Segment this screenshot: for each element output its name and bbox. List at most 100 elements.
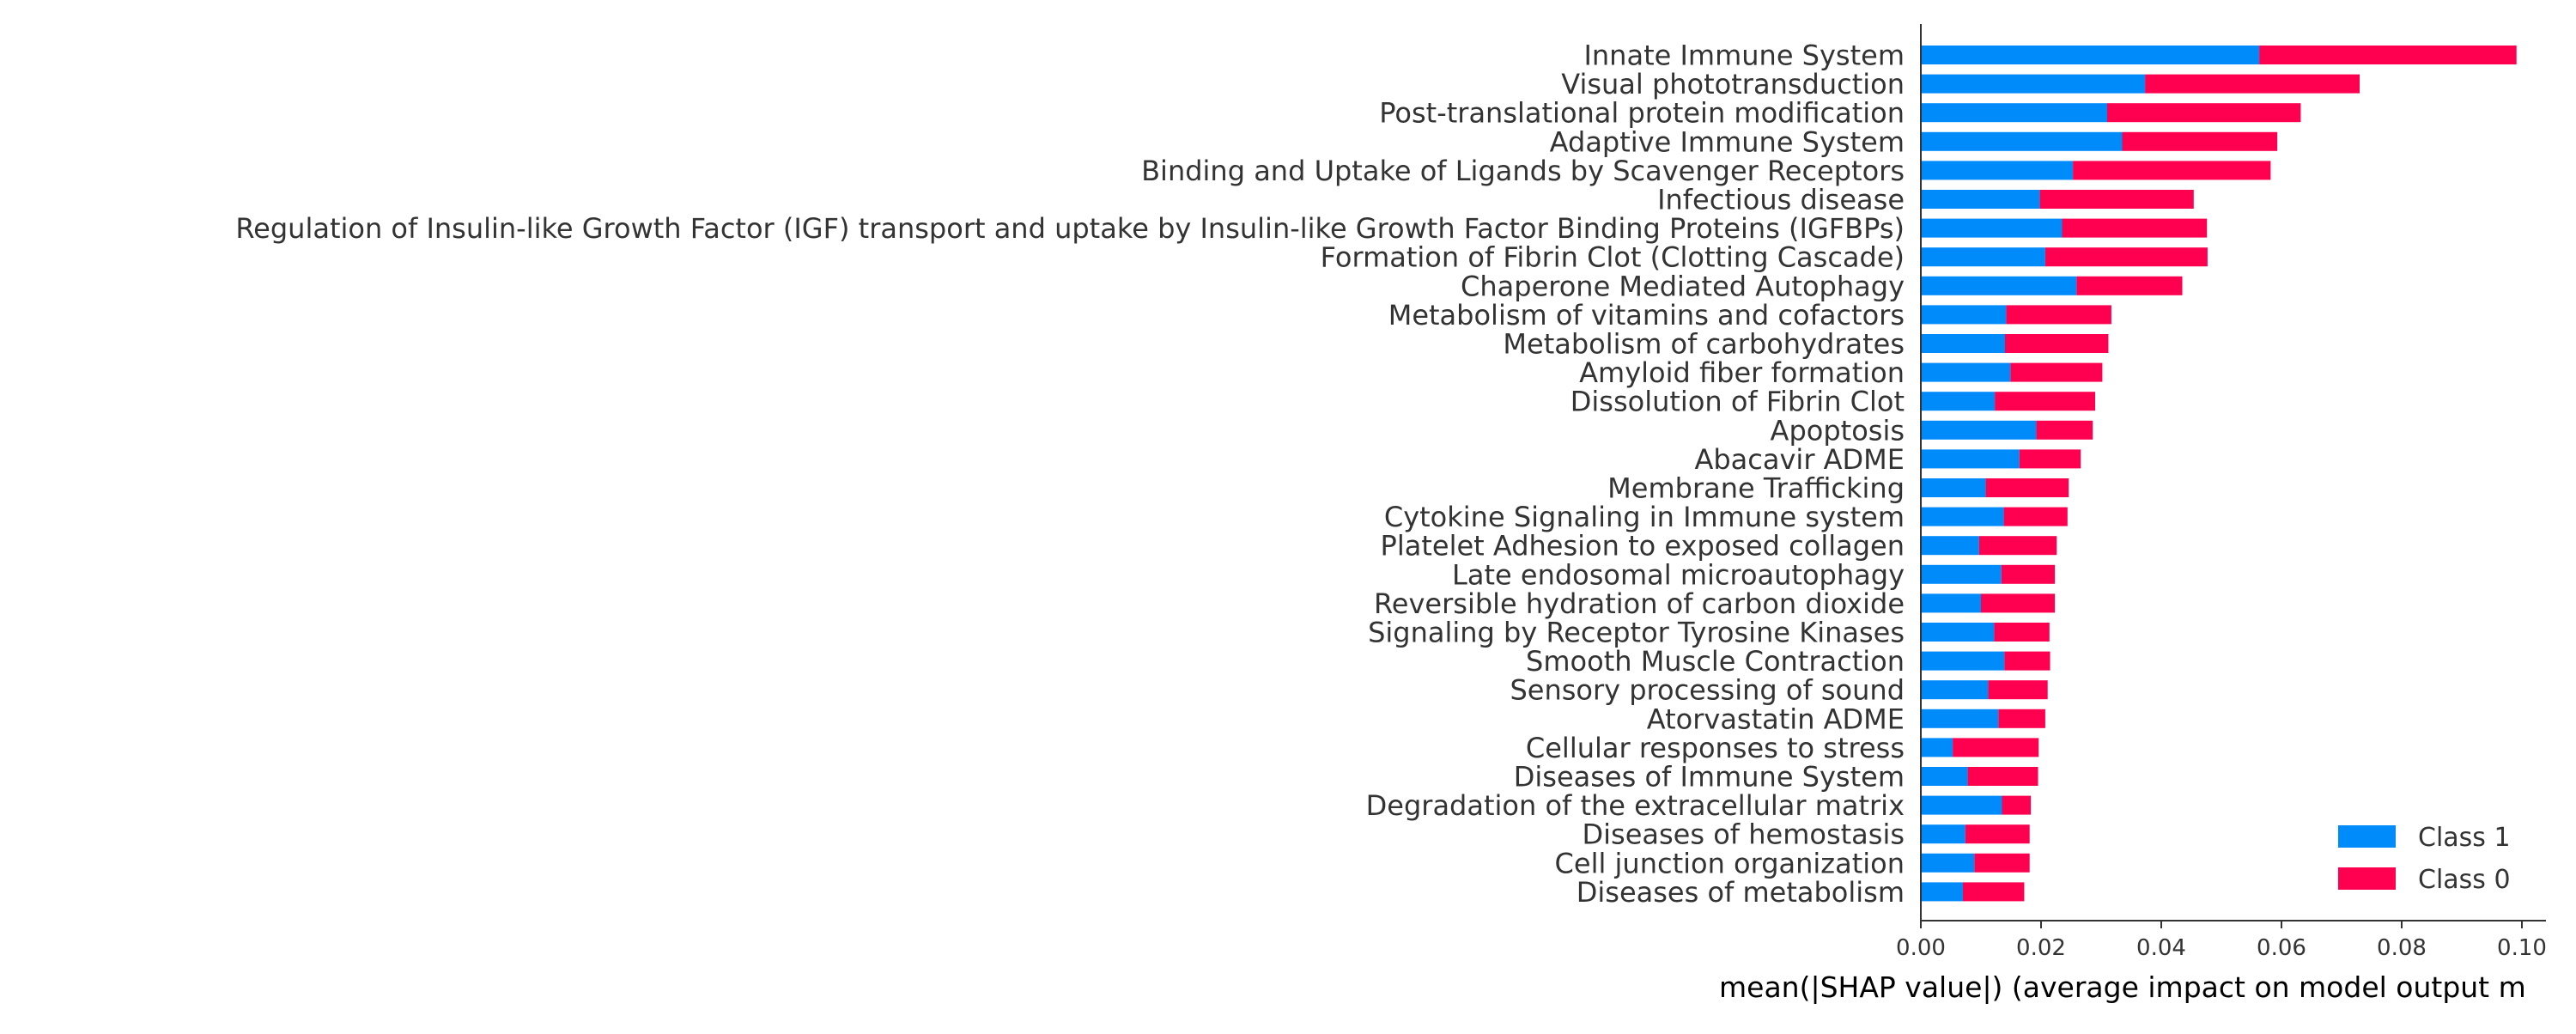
x-tick-label: 0.00 [1896,935,1946,961]
x-axis-label: mean(|SHAP value|) (average impact on mo… [1719,970,2526,1004]
bar-class-1 [1921,392,1996,411]
bar-class-0 [1994,623,2050,642]
bar-class-0 [1988,680,2048,700]
category-label: Cellular responses to stress [1526,732,1905,764]
bar-class-0 [2259,46,2517,64]
bar-class-1 [1921,623,1995,642]
category-label: Sensory processing of sound [1510,674,1905,707]
category-label: Formation of Fibrin Clot (Clotting Casca… [1321,241,1905,274]
category-label: Innate Immune System [1583,40,1905,72]
bar-class-1 [1921,795,2002,815]
bar-class-0 [1998,709,2045,728]
bar-class-1 [1921,478,1986,497]
bar-class-1 [1921,564,2002,584]
bar-class-1 [1921,853,1975,873]
bar-class-0 [2005,334,2109,353]
bar-class-1 [1921,767,1968,786]
legend-swatch-class-0 [2338,867,2396,890]
bar-class-1 [1921,882,1963,902]
x-tick-label: 0.02 [2016,935,2066,961]
bar-class-0 [2076,276,2183,295]
bar-class-0 [2039,190,2194,209]
bar-class-1 [1921,449,2020,469]
bar-class-1 [1921,305,2007,325]
bar-class-0 [2006,305,2111,325]
x-tick-label: 0.08 [2377,935,2427,961]
category-label: Membrane Trafficking [1607,472,1905,505]
bar-class-1 [1921,651,2005,671]
bar-class-1 [1921,680,1989,700]
legend-label: Class 1 [2418,823,2511,853]
legend-swatch-class-1 [2338,825,2396,848]
category-label: Diseases of metabolism [1577,876,1905,909]
bar-class-0 [2073,161,2271,180]
bar-class-0 [1953,738,2039,757]
category-label: Cell junction organization [1555,847,1905,879]
category-label: Late endosomal microautophagy [1452,558,1905,591]
bar-class-1 [1921,593,1981,613]
bar-class-0 [1963,882,2025,902]
category-label: Signaling by Receptor Tyrosine Kinases [1368,617,1905,649]
bar-class-0 [2145,74,2360,94]
category-label: Visual phototransduction [1561,68,1905,100]
bar-class-0 [1967,767,2038,786]
bar-class-0 [1965,824,2030,844]
bar-class-1 [1921,824,1965,844]
category-label: Smooth Muscle Contraction [1526,645,1905,678]
bar-class-0 [1995,392,2095,411]
bar-class-0 [1981,593,2056,613]
bar-class-1 [1921,334,2005,353]
x-tick-label: 0.06 [2257,935,2306,961]
category-label: Abacavir ADME [1694,443,1905,476]
bar-class-0 [2107,103,2301,123]
category-label: Degradation of the extracellular matrix [1366,789,1905,822]
bar-class-0 [2044,247,2208,267]
category-label: Post-translational protein modification [1379,97,1905,130]
category-label: Diseases of Immune System [1514,761,1905,794]
bar-class-0 [2001,564,2056,584]
category-label: Chaperone Mediated Autophagy [1461,270,1905,302]
bar-class-0 [2002,795,2032,815]
category-label: Adaptive Immune System [1550,125,1905,158]
bar-class-1 [1921,103,2107,123]
bar-class-0 [1978,536,2057,556]
bar-class-1 [1921,709,1999,728]
category-label: Amyloid fiber formation [1579,356,1905,389]
bar-class-1 [1921,218,2063,238]
bar-class-1 [1921,74,2146,94]
bar-class-1 [1921,362,2011,382]
bar-class-1 [1921,738,1953,757]
x-axis-ticks: 0.00 0.02 0.04 0.06 0.08 0.10 [1896,921,2547,961]
category-label: Binding and Uptake of Ligands by Scaveng… [1141,155,1905,187]
category-label: Diseases of hemostasis [1583,818,1905,851]
category-label: Infectious disease [1657,184,1905,216]
bar-class-0 [2122,131,2278,151]
bar-class-0 [1974,853,2030,873]
bars-layer [1921,46,2517,902]
bar-class-1 [1921,276,2077,295]
bar-class-1 [1921,507,2004,526]
category-label: Atorvastatin ADME [1647,703,1905,735]
legend: Class 1 Class 0 [2338,823,2511,895]
category-label: Cytokine Signaling in Immune system [1384,501,1905,533]
bar-class-0 [2036,420,2093,440]
bar-class-1 [1921,131,2123,151]
bar-class-1 [1921,190,2040,209]
category-label: Metabolism of carbohydrates [1503,328,1905,361]
bar-class-1 [1921,420,2037,440]
bar-class-1 [1921,161,2074,180]
category-label: Apoptosis [1771,414,1905,447]
category-label: Dissolution of Fibrin Clot [1571,386,1905,418]
bar-class-1 [1921,247,2045,267]
legend-label: Class 0 [2418,865,2511,895]
category-label: Regulation of Insulin-like Growth Factor… [235,212,1905,245]
bar-class-0 [2019,449,2081,469]
bar-class-0 [2062,218,2208,238]
bar-class-1 [1921,536,1979,556]
bar-class-0 [2003,507,2068,526]
bar-class-1 [1921,46,2260,64]
x-tick-label: 0.10 [2497,935,2547,961]
